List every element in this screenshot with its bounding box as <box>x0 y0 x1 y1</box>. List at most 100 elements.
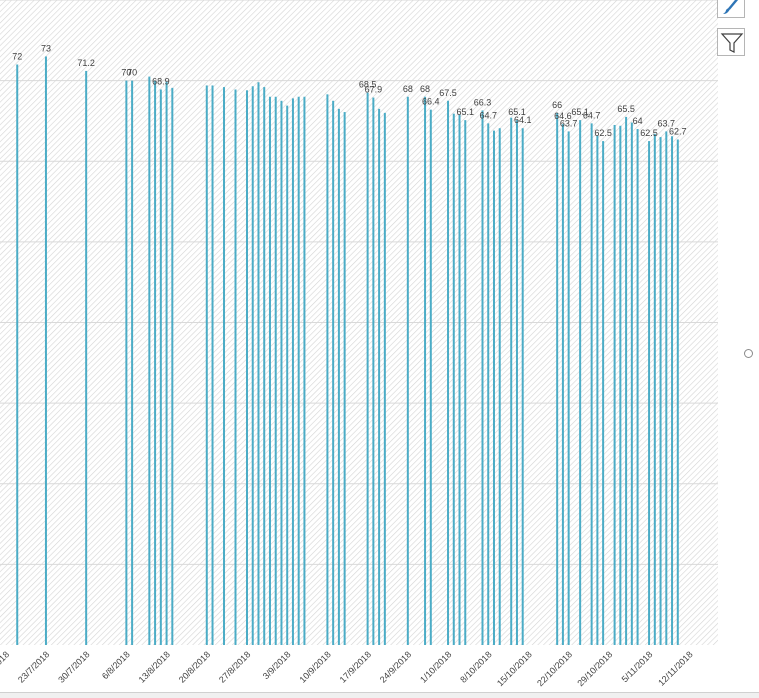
bars <box>16 56 679 646</box>
data-label: 65.1 <box>508 107 526 117</box>
bar <box>498 128 501 646</box>
bar <box>245 90 248 646</box>
bar <box>619 125 622 645</box>
bar <box>561 124 564 646</box>
bar <box>280 100 283 645</box>
bar <box>297 96 300 645</box>
data-label: 66.4 <box>422 97 440 107</box>
data-label: 68.5 <box>359 80 377 90</box>
data-label: 64.1 <box>514 115 532 125</box>
data-label: 63.7 <box>658 118 676 128</box>
bar <box>372 97 375 645</box>
bar <box>326 94 329 646</box>
x-tick-label: 16/7/2018 <box>0 649 11 684</box>
data-label: 68 <box>403 84 413 94</box>
data-label: 64 <box>633 116 643 126</box>
bar <box>154 80 157 645</box>
data-label: 72 <box>12 52 22 62</box>
chart-filters-button[interactable] <box>717 28 745 56</box>
x-tick-label: 1/10/2018 <box>418 649 453 684</box>
data-label: 64.7 <box>479 110 497 120</box>
bar <box>447 100 450 645</box>
x-tick-label: 12/11/2018 <box>656 649 694 687</box>
data-label: 65.1 <box>456 107 474 117</box>
bar <box>510 117 513 645</box>
chart-styles-button[interactable] <box>717 0 745 18</box>
bar <box>625 116 628 645</box>
bar <box>85 70 88 645</box>
bar <box>492 130 495 646</box>
bar <box>481 110 484 646</box>
data-label: 64.7 <box>583 110 601 120</box>
bar <box>171 87 174 646</box>
bar <box>131 80 134 645</box>
bar <box>44 56 47 645</box>
paintbrush-icon <box>723 0 739 14</box>
bar <box>429 109 432 645</box>
bar <box>630 122 633 646</box>
bar <box>125 80 128 645</box>
x-tick-label: 30/7/2018 <box>56 649 91 684</box>
bar <box>613 124 616 645</box>
x-tick-label: 3/9/2018 <box>261 649 293 681</box>
bar <box>159 89 162 645</box>
bar <box>671 136 674 645</box>
bar <box>648 141 651 645</box>
bar <box>257 82 260 646</box>
bar <box>366 92 369 645</box>
data-label: 70 <box>127 68 137 78</box>
bar <box>378 108 381 645</box>
x-tick-label: 13/8/2018 <box>137 649 172 684</box>
data-label: 68 <box>420 84 430 94</box>
data-label: 64.6 <box>554 111 572 121</box>
x-tick-label: 22/10/2018 <box>535 649 574 688</box>
data-label: 73 <box>41 43 51 53</box>
data-label: 62.5 <box>640 128 658 138</box>
x-tick-label: 8/10/2018 <box>458 649 493 684</box>
bar <box>263 87 266 645</box>
data-label: 67.9 <box>365 85 383 95</box>
bar <box>343 112 346 646</box>
bar <box>274 96 277 645</box>
bar <box>205 85 208 645</box>
bar <box>234 89 237 645</box>
x-tick-label: 27/8/2018 <box>217 649 252 684</box>
x-tick-label: 17/9/2018 <box>338 649 373 684</box>
x-tick-label: 24/9/2018 <box>378 649 413 684</box>
data-label: 66.3 <box>474 97 492 107</box>
bar <box>148 76 151 645</box>
bar <box>251 86 254 646</box>
x-tick-label: 23/7/2018 <box>16 649 51 684</box>
bar <box>665 131 668 645</box>
x-tick-label: 15/10/2018 <box>495 649 534 688</box>
bar <box>291 98 294 646</box>
bar <box>211 85 214 645</box>
bar <box>521 128 524 646</box>
resize-handle[interactable] <box>744 349 753 358</box>
funnel-icon <box>720 33 744 53</box>
bar <box>303 96 306 645</box>
data-label: 71.2 <box>77 58 95 68</box>
bar <box>515 120 518 646</box>
data-label: 70 <box>121 68 131 78</box>
x-tick-label: 5/11/2018 <box>620 649 655 684</box>
bar <box>383 112 386 645</box>
bar <box>567 131 570 645</box>
bar <box>165 81 168 645</box>
data-label: 65.5 <box>617 104 635 114</box>
bar <box>636 129 639 645</box>
data-label: 62.7 <box>669 126 687 136</box>
data-label: 63.7 <box>560 118 578 128</box>
data-label: 67.5 <box>439 88 457 98</box>
x-tick-label: 10/9/2018 <box>297 649 332 684</box>
bar <box>406 96 409 645</box>
bar <box>452 113 455 645</box>
bar <box>602 141 605 645</box>
bar <box>16 64 19 645</box>
sheet-scrollbar[interactable] <box>0 692 759 698</box>
x-tick-label: 20/8/2018 <box>177 649 212 684</box>
x-tick-label: 6/8/2018 <box>100 649 132 681</box>
bar <box>659 137 662 645</box>
